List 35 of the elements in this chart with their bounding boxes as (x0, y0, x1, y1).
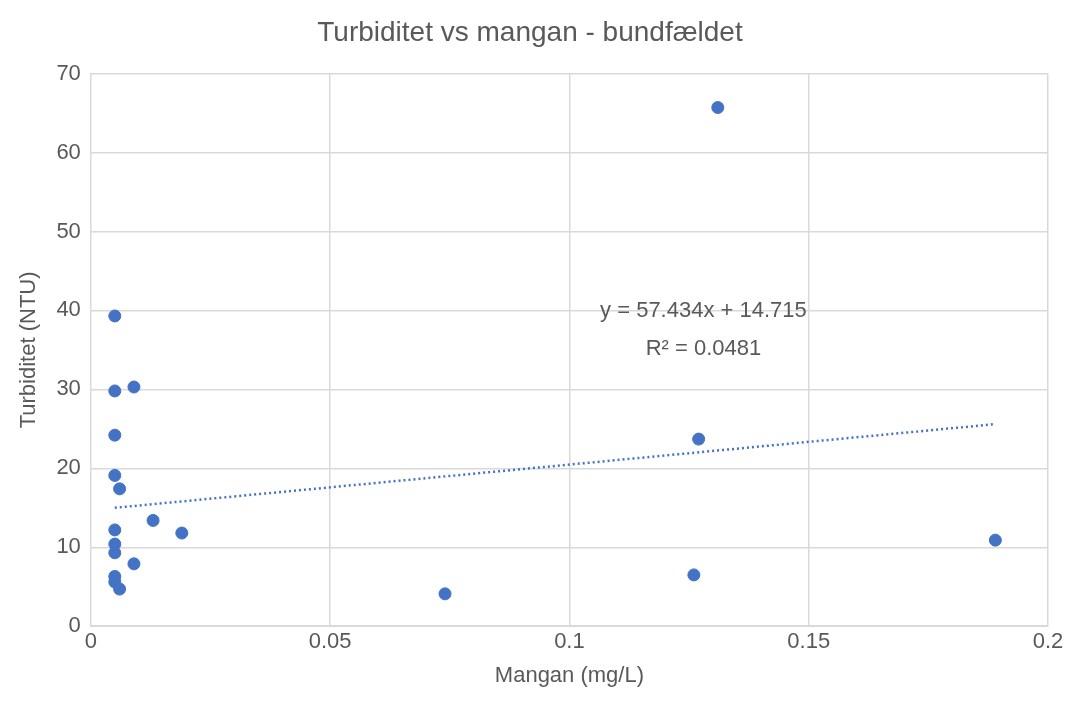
y-tick-label: 40 (56, 296, 81, 322)
point (988, 533, 1002, 547)
annotation: R² = 0.0481 (645, 335, 762, 361)
point (438, 587, 452, 601)
point (146, 513, 160, 527)
x-tick-label: 0.2 (1032, 628, 1064, 654)
y-tick-label: 70 (56, 59, 81, 85)
point (692, 432, 706, 446)
y-tick-label: 0 (68, 612, 81, 638)
point (108, 428, 122, 442)
x-tick-label: 0.05 (308, 628, 352, 654)
x-tick-label: 0 (84, 628, 97, 654)
y-tick-label: 10 (56, 533, 81, 559)
x-tick-label: 0.1 (554, 628, 585, 654)
x-tick-label: 0.15 (787, 628, 831, 654)
annotation: y = 57.434x + 14.715 (600, 297, 807, 323)
point (108, 384, 122, 398)
chart-title: Turbiditet vs mangan - bundfældet (317, 15, 743, 47)
y-tick-label: 50 (56, 217, 81, 243)
y-tick-label: 60 (56, 138, 81, 164)
point (127, 380, 141, 394)
point (113, 582, 127, 596)
x-axis-title: Mangan (mg/L) (494, 661, 645, 687)
point (711, 101, 725, 115)
y-tick-label: 30 (56, 375, 81, 401)
point (108, 546, 122, 560)
y-axis-title: Turbiditet (NTU) (15, 271, 41, 429)
point (108, 523, 122, 537)
point (108, 309, 122, 323)
point (175, 526, 189, 540)
point (127, 557, 141, 571)
point (687, 568, 701, 582)
y-tick-label: 20 (56, 454, 81, 480)
point (108, 468, 122, 482)
point (113, 482, 127, 496)
